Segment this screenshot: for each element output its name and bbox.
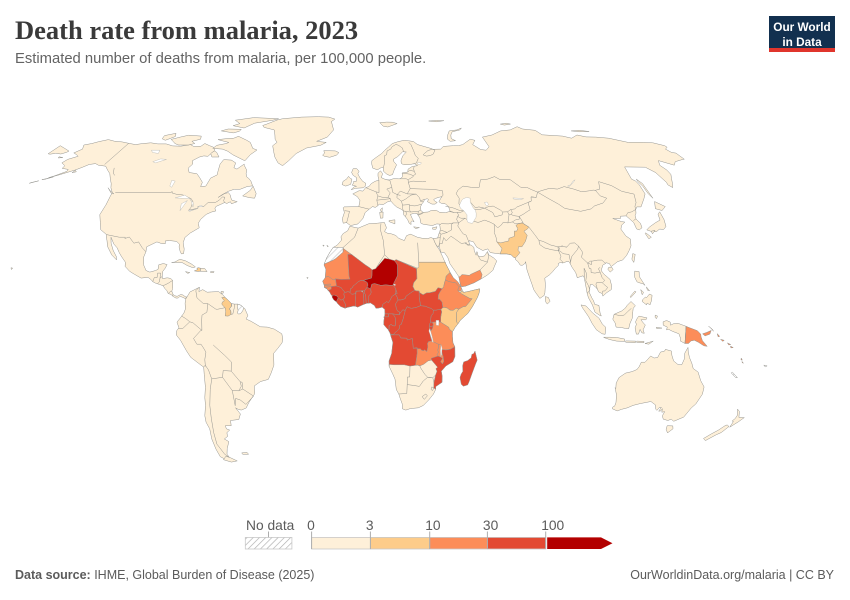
- svg-text:0: 0: [307, 518, 315, 533]
- svg-text:100: 100: [541, 518, 564, 533]
- svg-text:30: 30: [483, 518, 499, 533]
- svg-text:3: 3: [366, 518, 374, 533]
- svg-text:No data: No data: [246, 518, 295, 533]
- svg-text:10: 10: [425, 518, 441, 533]
